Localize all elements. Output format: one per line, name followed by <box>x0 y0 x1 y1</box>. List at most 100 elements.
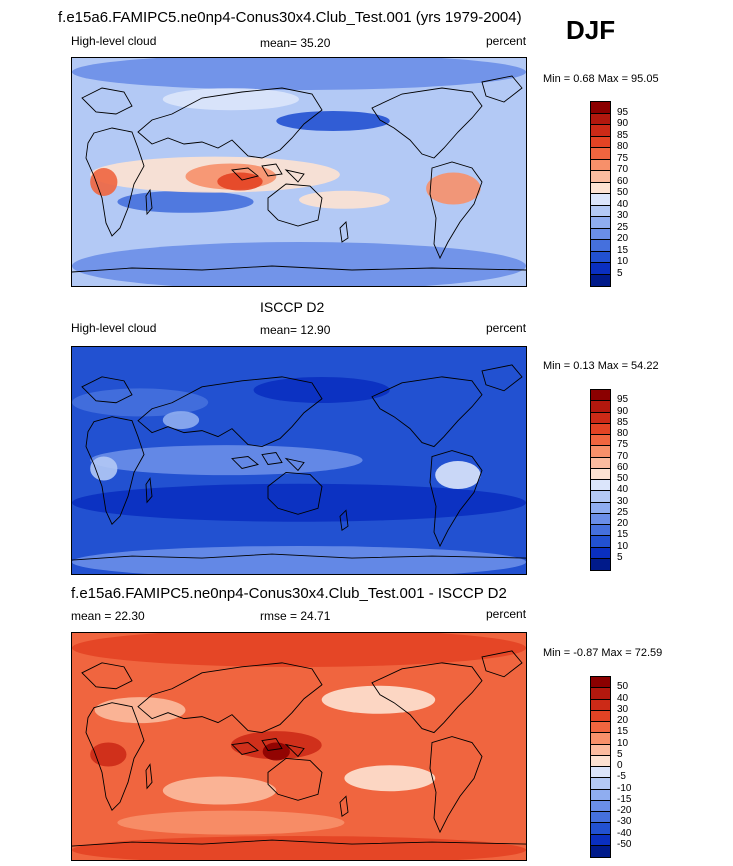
season-label: DJF <box>566 15 616 45</box>
colorbar-swatch <box>591 513 610 525</box>
colorbar-tick-label: 30 <box>617 703 629 715</box>
field-contour <box>90 456 118 481</box>
panel3-rmse-label: rmse = 24.71 <box>260 609 331 623</box>
colorbar-tick-label: 95 <box>617 106 629 118</box>
colorbar-tick-label: 40 <box>617 484 629 496</box>
coastline-path <box>145 477 153 504</box>
colorbar-tick-label: 20 <box>617 715 629 726</box>
colorbar-tick-label: -10 <box>617 782 632 794</box>
colorbar-swatch <box>591 274 610 286</box>
field-contour <box>117 810 345 835</box>
field-contour <box>344 765 436 792</box>
colorbar-swatch <box>591 733 610 745</box>
coastline-path <box>81 376 133 404</box>
colorbar-tick-label: 60 <box>617 175 629 187</box>
colorbar-swatch <box>591 812 610 824</box>
coastline-path <box>339 509 349 531</box>
panel3-units-label: percent <box>486 607 527 621</box>
field-contour <box>117 190 254 213</box>
colorbar-tick-label: 15 <box>617 726 629 738</box>
panel1-map <box>71 57 527 287</box>
colorbar-tick-label: -50 <box>617 838 632 850</box>
colorbar-swatch <box>591 435 610 447</box>
colorbar-swatch <box>591 125 610 137</box>
colorbar-tick-label: 75 <box>617 152 629 164</box>
colorbar-swatch <box>591 159 610 171</box>
panel2-minmax: Min = 0.13 Max = 54.22 <box>543 360 659 372</box>
colorbar-tick-label: 25 <box>617 506 629 518</box>
coastline-path <box>137 376 323 448</box>
colorbar-tick-label: 80 <box>617 141 629 152</box>
colorbar-swatch <box>591 240 610 252</box>
field-contour <box>321 685 436 714</box>
coastline-path <box>267 183 323 227</box>
coastlines <box>72 75 526 273</box>
coastline-path <box>85 127 145 237</box>
field-contour <box>72 58 526 90</box>
colorbar-swatch <box>591 446 610 458</box>
colorbar-swatch <box>591 412 610 424</box>
colorbar-swatch <box>591 194 610 206</box>
panel1-variable-label: High-level cloud <box>71 34 157 48</box>
colorbar-swatch <box>591 263 610 275</box>
colorbar-swatch <box>591 800 610 812</box>
panel1-minmax: Min = 0.68 Max = 95.05 <box>543 73 659 85</box>
colorbar-swatch <box>591 789 610 801</box>
colorbar-tick-label: 80 <box>617 428 629 439</box>
map-field <box>72 58 526 286</box>
coastline-path <box>72 265 526 273</box>
coastline-path <box>429 736 483 834</box>
colorbar-tick-label: -30 <box>617 816 632 828</box>
panel1-colorbar: 95 90 85 80 75 70 60 50 40 30 25 20 15 10 5 <box>590 101 650 287</box>
colorbar-tick-label: 20 <box>617 233 629 244</box>
coastline-path <box>72 553 526 561</box>
colorbar-swatch <box>591 722 610 734</box>
colorbar-swatch <box>591 491 610 503</box>
colorbar-tick-label: 70 <box>617 450 629 462</box>
colorbar-tick-label: 30 <box>617 210 629 221</box>
colorbar-tick-label: 40 <box>617 692 629 704</box>
panel3-map <box>71 632 527 861</box>
colorbar-swatch <box>591 834 610 846</box>
colorbar-swatch <box>591 136 610 148</box>
field-contour <box>162 88 299 111</box>
plot-title: f.e15a6.FAMIPC5.ne0np4-Conus30x4.Club_Te… <box>58 9 522 26</box>
colorbar-swatch <box>591 390 610 402</box>
coastline-path <box>231 452 305 472</box>
colorbar-tick-label: 15 <box>617 529 629 541</box>
coastline-path <box>339 795 349 817</box>
colorbar-swatch <box>591 558 610 570</box>
colorbar-tick-label: 20 <box>617 518 629 529</box>
colorbar-swatch <box>591 823 610 835</box>
colorbar-swatch <box>591 401 610 413</box>
coastlines <box>72 364 526 561</box>
coastline-path <box>81 662 133 690</box>
field-contour <box>435 461 481 490</box>
panel2-title: ISCCP D2 <box>260 299 325 315</box>
coastline-path <box>231 738 305 758</box>
panel2-map <box>71 346 527 575</box>
colorbar-tick-label: 30 <box>617 495 629 507</box>
coastline-path <box>339 221 349 243</box>
field-contour <box>276 111 390 131</box>
colorbar-swatch <box>591 182 610 194</box>
map-field <box>72 347 526 574</box>
colorbar-swatch <box>591 755 610 767</box>
field-contour <box>90 742 127 767</box>
colorbar-tick-label: 25 <box>617 221 629 233</box>
colorbar-swatch <box>591 228 610 240</box>
colorbar-tick-label: 10 <box>617 256 629 267</box>
colorbar-swatch <box>591 148 610 160</box>
coastline-path <box>145 188 153 216</box>
colorbar-tick-label: -20 <box>617 805 632 816</box>
panel2-mean-label: mean= 12.90 <box>260 323 331 337</box>
field-contour <box>90 168 118 196</box>
coastlines <box>72 650 526 847</box>
field-contour <box>72 633 526 667</box>
colorbar-swatch <box>591 457 610 469</box>
coastline-path <box>481 364 523 392</box>
colorbar-tick-label: 50 <box>617 473 629 484</box>
colorbar-tick-label: 10 <box>617 540 629 552</box>
colorbar-swatches <box>590 676 611 858</box>
colorbar-swatch <box>591 205 610 217</box>
